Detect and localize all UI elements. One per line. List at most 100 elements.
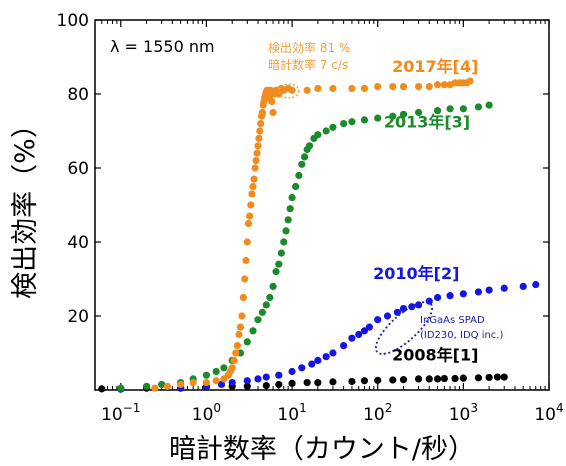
point-2013 [300, 153, 309, 161]
point-2013 [258, 308, 266, 316]
point-2010 [383, 312, 392, 320]
point-2013 [322, 127, 330, 135]
point-2010 [459, 290, 467, 298]
point-2017 [238, 312, 246, 320]
point-2010 [348, 334, 356, 342]
y-axis-label: 検出効率（%） [10, 111, 41, 299]
plot-frame [94, 19, 550, 391]
point-2013 [360, 116, 369, 124]
point-2017 [250, 175, 258, 183]
point-2008 [389, 376, 397, 384]
point-2017 [425, 83, 433, 91]
point-2010 [254, 375, 262, 383]
point-2010 [519, 282, 527, 290]
series-label-2013: 2013年[3] [384, 112, 470, 131]
point-2017 [269, 108, 277, 117]
point-2017 [275, 90, 283, 98]
point-2017 [414, 83, 423, 91]
x-tick-label-base: 10 [449, 405, 471, 425]
x-tick-label-exponent: 4 [556, 401, 564, 415]
point-2013 [485, 101, 493, 109]
point-2010 [340, 342, 348, 350]
point-2010 [474, 288, 483, 296]
point-2017 [399, 83, 408, 91]
point-2017 [288, 86, 296, 94]
point-2013 [275, 260, 283, 268]
y-tick-label: 100 [57, 11, 89, 31]
point-2010 [288, 367, 296, 376]
point-2017 [228, 364, 236, 372]
point-2013 [249, 327, 257, 335]
point-2017 [244, 219, 253, 228]
wavelength-label: λ = 1550 nm [110, 37, 215, 56]
x-tick-label-exponent: 2 [385, 401, 393, 415]
point-2013 [212, 367, 220, 376]
point-2017 [314, 84, 322, 93]
point-2017 [212, 377, 220, 385]
point-2010 [298, 364, 306, 372]
point-2013 [158, 380, 166, 389]
point-2013 [117, 384, 125, 392]
point-2013 [269, 282, 277, 290]
point-2017 [189, 379, 197, 387]
point-2013 [314, 131, 322, 139]
point-2017 [242, 256, 250, 265]
point-2008 [98, 385, 106, 393]
x-tick-label: 10−1 [101, 401, 140, 425]
x-tick-label: 101 [277, 401, 306, 425]
point-2017 [236, 323, 245, 331]
x-tick-label-base: 10 [363, 405, 385, 425]
point-2017 [256, 127, 264, 135]
point-2017 [247, 201, 255, 209]
point-2017 [329, 84, 337, 93]
point-2008 [474, 374, 483, 382]
point-2008 [485, 373, 493, 382]
point-2008 [500, 373, 508, 381]
point-2017 [433, 81, 442, 89]
point-2017 [235, 330, 243, 339]
point-2008 [262, 381, 270, 390]
point-2013 [277, 249, 285, 257]
series-label-2010: 2010年[2] [373, 264, 459, 283]
point-2010 [374, 316, 382, 324]
point-2008 [451, 374, 459, 383]
point-2010 [399, 305, 408, 313]
point-2017 [151, 384, 159, 392]
point-2013 [298, 160, 306, 168]
highlight-annotation-line1: 検出効率 81 % [268, 40, 350, 55]
point-2013 [142, 382, 151, 390]
point-2013 [282, 227, 290, 235]
series-labels: 2017年[4] 2013年[3] 2010年[2] 2008年[1] [373, 57, 478, 365]
point-2010 [500, 284, 508, 292]
point-2017 [255, 134, 263, 142]
point-2017 [233, 342, 242, 350]
data-points [98, 77, 540, 393]
point-2017 [239, 293, 247, 302]
point-2017 [177, 380, 185, 389]
point-2017 [251, 164, 259, 172]
spad-annotation-line1: InGaAs SPAD [420, 315, 485, 326]
point-2017 [252, 157, 260, 165]
y-tick-label: 40 [67, 233, 89, 253]
highlight-annotation-line2: 暗計数率 7 c/s [268, 57, 348, 72]
point-2013 [446, 105, 454, 113]
x-tick-label: 103 [449, 401, 478, 425]
x-tick-label: 102 [363, 401, 392, 425]
series-label-2017: 2017年[4] [392, 57, 478, 76]
point-2008 [374, 376, 382, 384]
point-2008 [433, 375, 442, 383]
point-2008 [288, 379, 296, 387]
point-2017 [389, 83, 397, 91]
point-2010 [365, 323, 374, 331]
point-2017 [202, 379, 211, 387]
point-2013 [414, 108, 423, 117]
point-2008 [275, 380, 283, 389]
point-2008 [329, 378, 337, 386]
point-2013 [389, 112, 397, 120]
x-tick-label: 100 [192, 401, 221, 425]
point-2008 [425, 375, 433, 383]
x-tick-label-base: 10 [534, 405, 556, 425]
point-2008 [440, 374, 448, 383]
point-2008 [459, 374, 467, 382]
